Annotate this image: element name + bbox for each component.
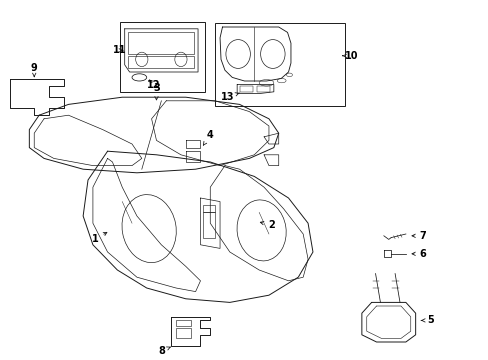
Text: 5: 5 [421, 315, 433, 325]
Text: 2: 2 [260, 220, 274, 230]
Bar [215, 23, 344, 106]
Bar [120, 22, 205, 92]
Bar [256, 86, 270, 92]
Bar [176, 320, 190, 326]
Text: 13: 13 [220, 92, 239, 102]
Text: 4: 4 [203, 130, 213, 145]
Text: 11: 11 [113, 45, 126, 55]
Bar [203, 212, 215, 238]
Text: 7: 7 [411, 231, 426, 241]
Text: 9: 9 [31, 63, 38, 77]
Bar [239, 86, 253, 92]
Text: 3: 3 [153, 83, 160, 100]
Text: 1: 1 [92, 232, 107, 244]
Text: 8: 8 [158, 346, 170, 356]
Bar [128, 56, 194, 68]
Bar [128, 32, 194, 54]
Text: 10: 10 [342, 51, 358, 61]
Bar [203, 205, 215, 212]
Text: 12: 12 [147, 80, 161, 90]
Text: 6: 6 [411, 249, 426, 259]
Bar [176, 328, 190, 338]
